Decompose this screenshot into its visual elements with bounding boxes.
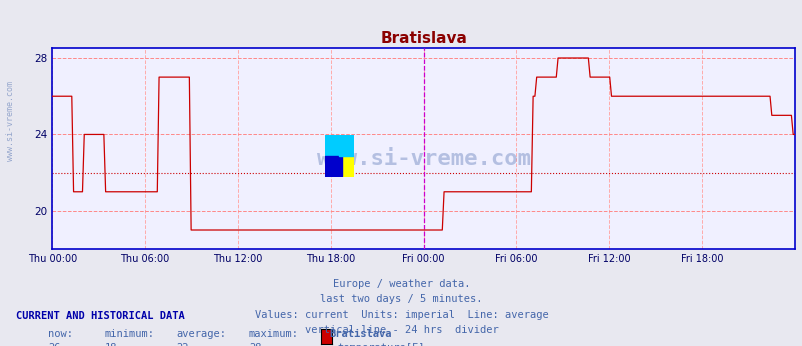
Text: 28: 28 [249, 343, 261, 346]
Text: now:: now: [48, 329, 73, 339]
Text: Values: current  Units: imperial  Line: average: Values: current Units: imperial Line: av… [254, 310, 548, 320]
Text: Europe / weather data.: Europe / weather data. [332, 279, 470, 289]
Text: last two days / 5 minutes.: last two days / 5 minutes. [320, 294, 482, 304]
Text: temperature[F]: temperature[F] [337, 343, 424, 346]
Text: maximum:: maximum: [249, 329, 298, 339]
Text: vertical line - 24 hrs  divider: vertical line - 24 hrs divider [304, 325, 498, 335]
Text: 18: 18 [104, 343, 117, 346]
Text: average:: average: [176, 329, 226, 339]
Text: 22: 22 [176, 343, 189, 346]
Text: www.si-vreme.com: www.si-vreme.com [6, 81, 15, 161]
Title: Bratislava: Bratislava [379, 31, 467, 46]
Text: 26: 26 [48, 343, 61, 346]
Text: minimum:: minimum: [104, 329, 154, 339]
Text: CURRENT AND HISTORICAL DATA: CURRENT AND HISTORICAL DATA [16, 311, 184, 321]
Text: www.si-vreme.com: www.si-vreme.com [316, 149, 530, 169]
Text: Bratislava: Bratislava [329, 329, 391, 339]
